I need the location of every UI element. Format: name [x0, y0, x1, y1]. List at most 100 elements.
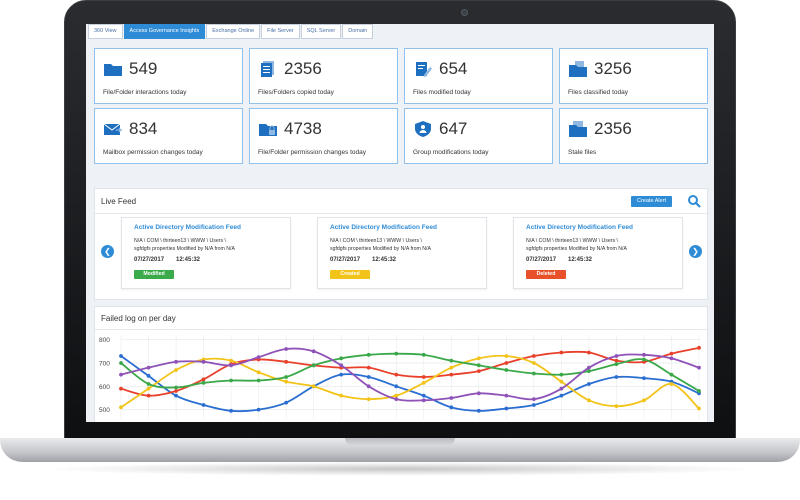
data-point[interactable]: [284, 400, 289, 405]
data-point[interactable]: [146, 386, 151, 391]
data-point[interactable]: [642, 352, 646, 357]
data-point[interactable]: [284, 359, 289, 364]
data-point[interactable]: [669, 382, 674, 386]
search-icon[interactable]: [687, 194, 701, 208]
data-point[interactable]: [256, 407, 261, 412]
data-point[interactable]: [504, 354, 509, 358]
data-point[interactable]: [174, 393, 178, 398]
data-point[interactable]: [146, 373, 151, 378]
data-point[interactable]: [504, 406, 509, 411]
data-point[interactable]: [614, 375, 619, 379]
data-point[interactable]: [504, 361, 509, 365]
data-point[interactable]: [449, 405, 454, 410]
data-point[interactable]: [366, 384, 371, 389]
data-point[interactable]: [449, 396, 454, 400]
data-point[interactable]: [311, 384, 316, 389]
data-point[interactable]: [614, 362, 619, 367]
data-point[interactable]: [614, 404, 619, 409]
data-point[interactable]: [476, 356, 481, 361]
next-arrow-button[interactable]: ❯: [689, 245, 702, 258]
data-point[interactable]: [531, 361, 536, 365]
data-point[interactable]: [174, 385, 178, 390]
data-point[interactable]: [229, 408, 233, 413]
data-point[interactable]: [449, 358, 454, 363]
stat-card-stale[interactable]: 2356 Stale files: [559, 108, 708, 164]
data-point[interactable]: [256, 370, 261, 375]
data-point[interactable]: [119, 354, 123, 358]
data-point[interactable]: [587, 369, 591, 374]
data-point[interactable]: [559, 350, 564, 355]
data-point[interactable]: [339, 363, 344, 368]
data-point[interactable]: [146, 382, 151, 386]
data-point[interactable]: [366, 365, 371, 370]
stat-card-modified[interactable]: 654 Files modified today: [404, 48, 553, 104]
stat-card-classified[interactable]: 3256 Files classified today: [559, 48, 708, 104]
data-point[interactable]: [421, 393, 426, 398]
data-point[interactable]: [697, 389, 701, 393]
data-point[interactable]: [311, 363, 316, 368]
data-point[interactable]: [394, 393, 399, 398]
data-point[interactable]: [119, 372, 123, 377]
data-point[interactable]: [697, 406, 701, 411]
data-point[interactable]: [366, 375, 371, 379]
data-point[interactable]: [642, 357, 646, 362]
data-point[interactable]: [394, 372, 399, 377]
feed-card[interactable]: Active Directory Modification Feed N/A \…: [317, 217, 487, 289]
data-point[interactable]: [174, 359, 178, 364]
data-point[interactable]: [697, 345, 701, 350]
data-point[interactable]: [421, 375, 426, 379]
tab-file-server[interactable]: File Server: [261, 24, 300, 39]
data-point[interactable]: [119, 386, 123, 391]
stat-card-copied[interactable]: 2356 Files/Folders copied today: [249, 48, 398, 104]
data-point[interactable]: [229, 358, 233, 363]
tab-360-view[interactable]: 360 View: [88, 24, 123, 39]
data-point[interactable]: [587, 350, 591, 355]
tab-exchange-online[interactable]: Exchange Online: [206, 24, 261, 39]
data-point[interactable]: [697, 365, 701, 370]
stat-card-interactions[interactable]: 549 File/Folder interactions today: [94, 48, 243, 104]
data-point[interactable]: [449, 365, 454, 370]
data-point[interactable]: [174, 368, 178, 372]
data-point[interactable]: [146, 393, 151, 398]
data-point[interactable]: [421, 398, 426, 403]
data-point[interactable]: [504, 393, 509, 398]
data-point[interactable]: [366, 397, 371, 402]
data-point[interactable]: [642, 376, 646, 381]
data-point[interactable]: [614, 354, 619, 358]
data-point[interactable]: [531, 371, 536, 376]
data-point[interactable]: [201, 403, 206, 407]
data-point[interactable]: [284, 379, 289, 384]
feed-card[interactable]: Active Directory Modification Feed N/A \…: [513, 217, 683, 289]
data-point[interactable]: [559, 393, 564, 398]
data-point[interactable]: [229, 363, 233, 368]
previous-arrow-button[interactable]: ❮: [101, 245, 114, 258]
data-point[interactable]: [339, 393, 344, 398]
data-point[interactable]: [587, 382, 591, 386]
data-point[interactable]: [311, 349, 316, 354]
tab-access-governance-insights[interactable]: Access Governance Insights: [123, 24, 206, 39]
data-point[interactable]: [146, 365, 151, 370]
data-point[interactable]: [531, 397, 536, 402]
data-point[interactable]: [421, 380, 426, 385]
create-alert-button[interactable]: Create Alert: [631, 196, 673, 207]
data-point[interactable]: [559, 379, 564, 384]
data-point[interactable]: [587, 398, 591, 403]
data-point[interactable]: [284, 375, 289, 379]
data-point[interactable]: [256, 355, 261, 360]
data-point[interactable]: [174, 389, 178, 393]
data-point[interactable]: [614, 358, 619, 363]
stat-card-groups[interactable]: 647 Group modifications today: [404, 108, 553, 164]
data-point[interactable]: [531, 403, 536, 407]
data-point[interactable]: [366, 352, 371, 357]
data-point[interactable]: [587, 365, 591, 370]
data-point[interactable]: [531, 354, 536, 358]
data-point[interactable]: [201, 377, 206, 382]
data-point[interactable]: [339, 356, 344, 361]
data-point[interactable]: [642, 398, 646, 403]
tab-sql-server[interactable]: SQL Server: [300, 24, 342, 39]
data-point[interactable]: [476, 363, 481, 368]
data-point[interactable]: [669, 351, 674, 356]
data-point[interactable]: [559, 386, 564, 391]
data-point[interactable]: [559, 372, 564, 377]
data-point[interactable]: [504, 368, 509, 372]
